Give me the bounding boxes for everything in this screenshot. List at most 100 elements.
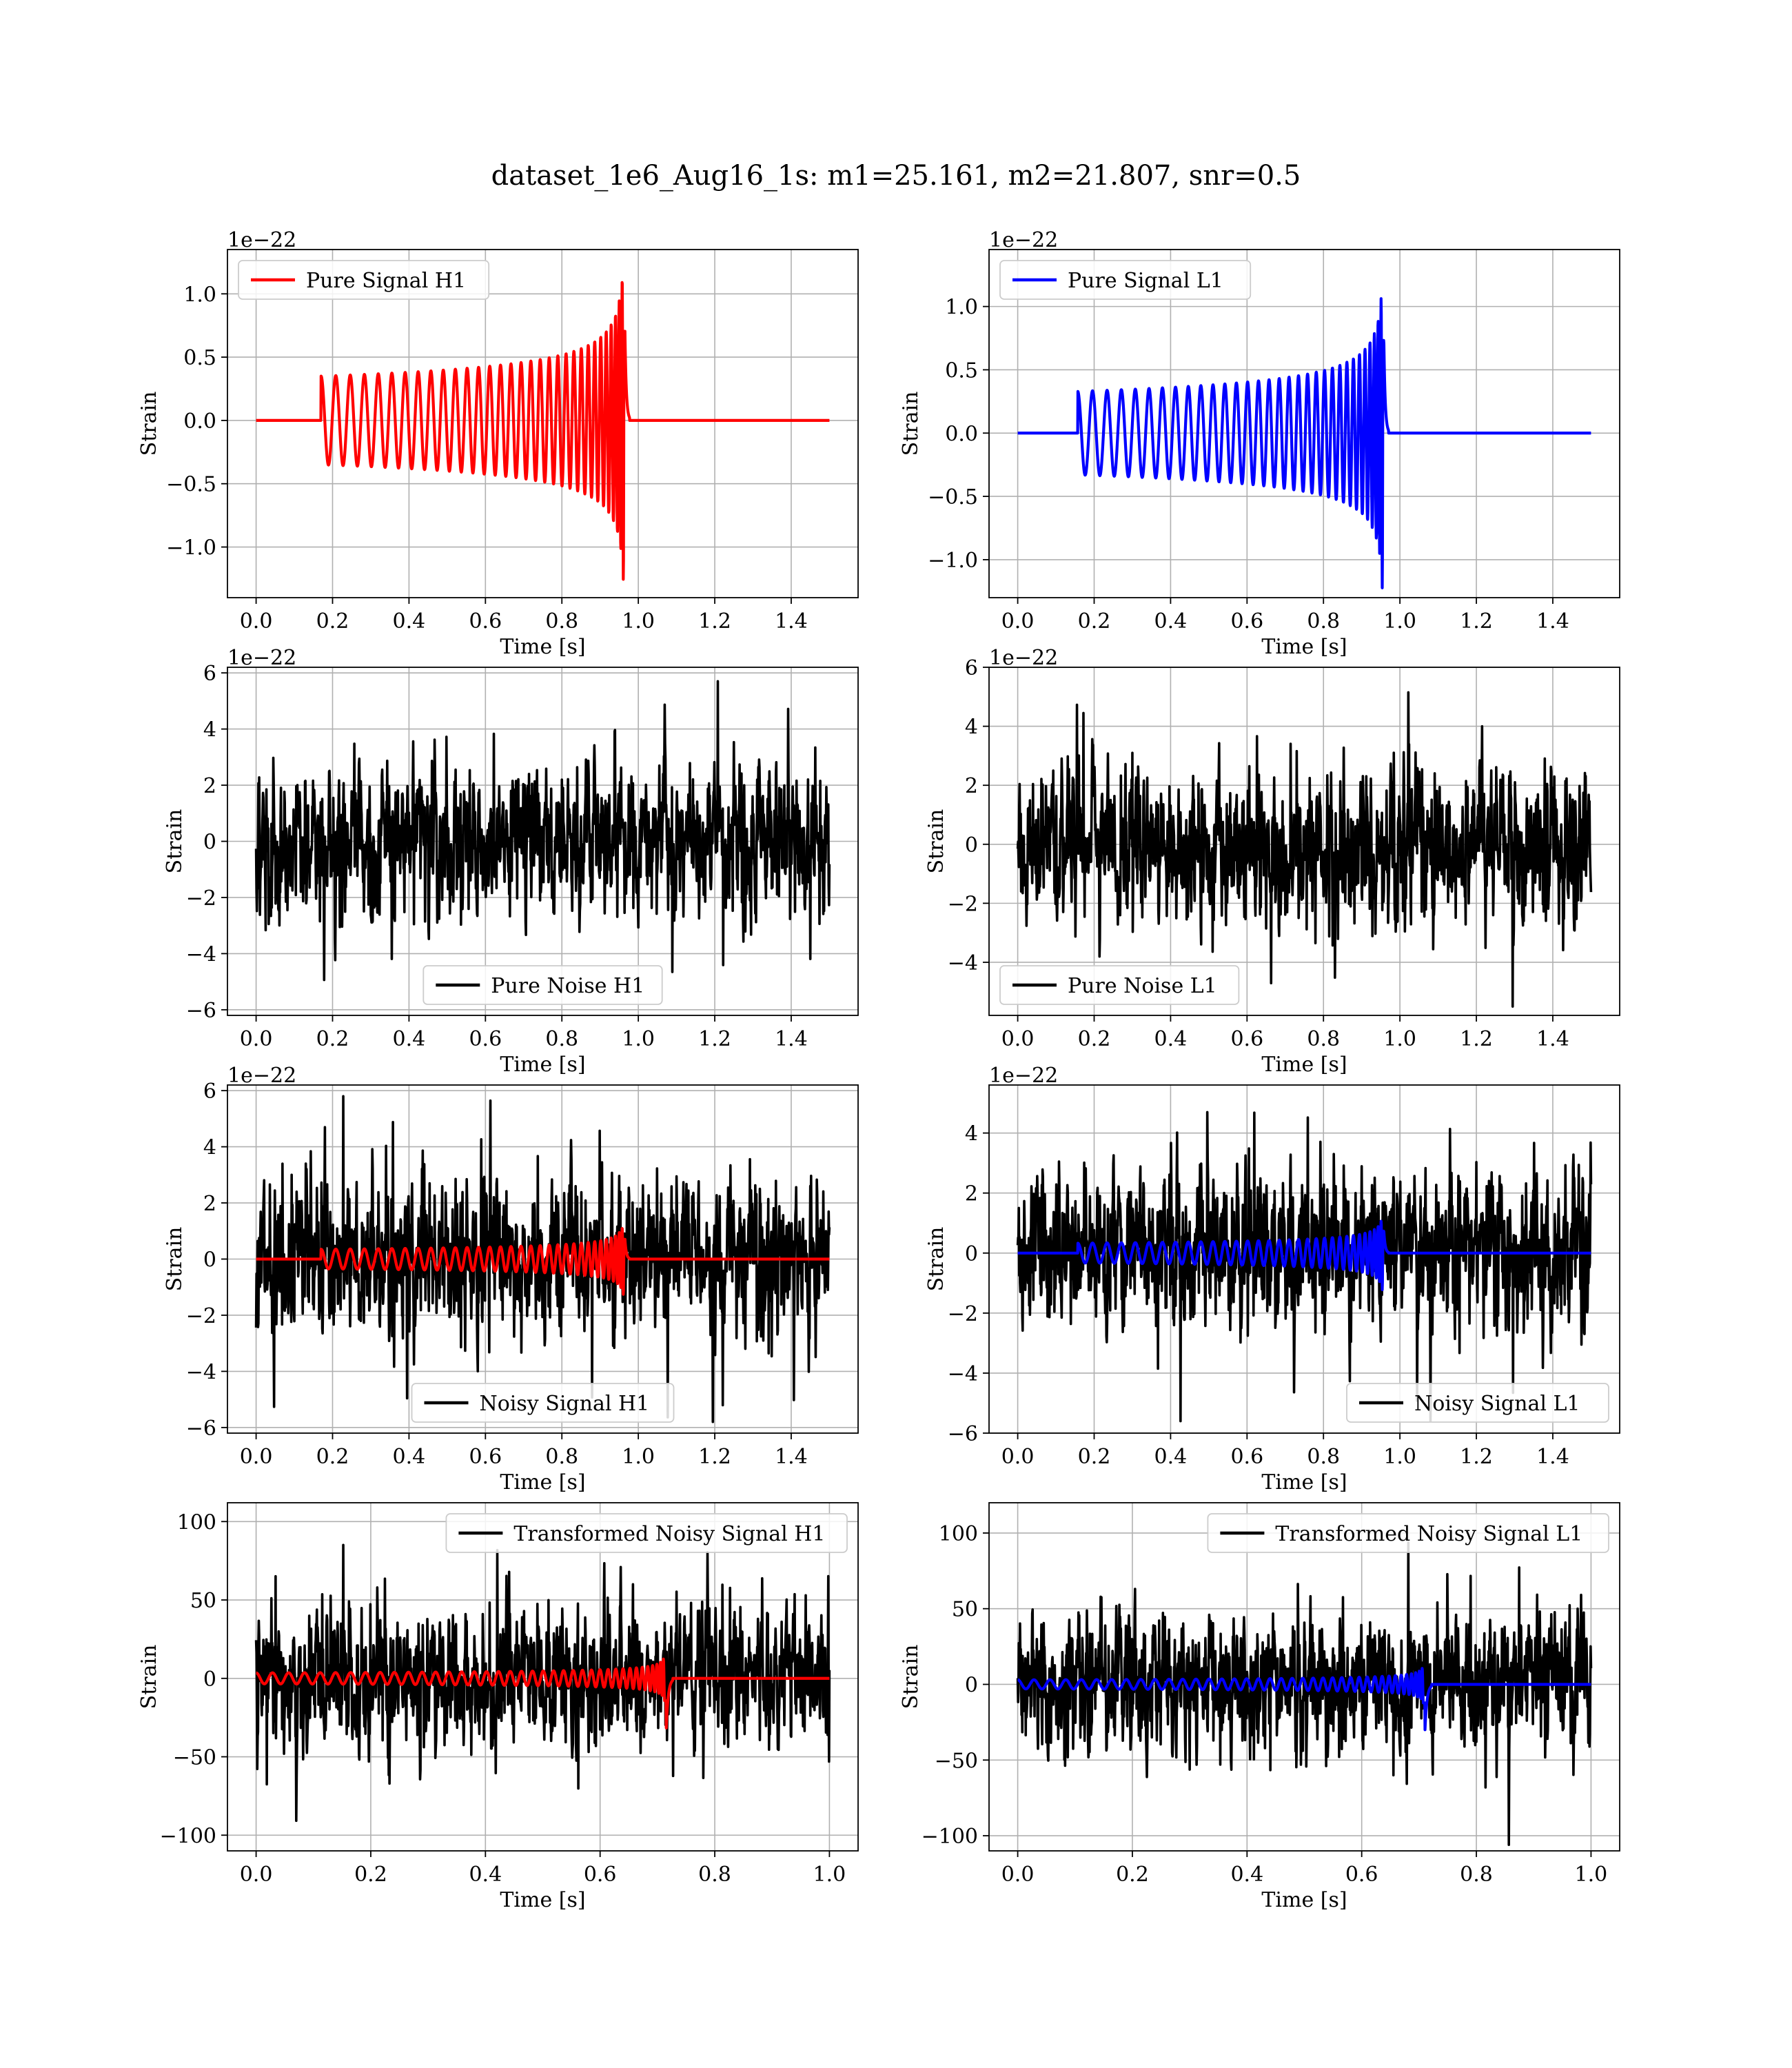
y-tick-label: 0.0 [183, 409, 216, 434]
axes-frame [227, 249, 859, 598]
x-tick-label: 0.2 [354, 1863, 387, 1887]
tick-marks [983, 1532, 1592, 1857]
y-tick-label: −4 [186, 1360, 216, 1384]
y-axis-label: Strain [163, 809, 187, 874]
legend: Pure Signal L1 [999, 260, 1252, 300]
y-tick-label: 6 [203, 1079, 216, 1104]
legend: Pure Noise L1 [999, 965, 1240, 1005]
axis-offset-text: 1e−22 [227, 228, 296, 252]
legend-box [411, 1383, 675, 1423]
figure-title: dataset_1e6_Aug16_1s: m1=25.161, m2=21.8… [491, 160, 1301, 192]
x-tick-label: 1.4 [775, 609, 808, 633]
x-tick-label: 0.4 [1154, 1027, 1188, 1051]
x-tick-label: 1.0 [1383, 1445, 1416, 1469]
series-line-noise [1016, 691, 1593, 1008]
y-tick-label: 50 [190, 1589, 216, 1613]
x-tick-label: 0.0 [1001, 609, 1035, 633]
y-tick-label: 100 [177, 1510, 216, 1534]
x-tick-label: 0.8 [1460, 1863, 1493, 1887]
x-tick-label: 1.2 [1460, 1445, 1493, 1469]
x-axis-label: Time [s] [1261, 1470, 1347, 1494]
subplot-grid: 0.0 0.2 0.4 0.6 0.8 1.0 1.2 1.4 −1.0 −0.5 0.0 0.5 1.… [137, 228, 1620, 1912]
tick-marks [983, 305, 1554, 604]
x-tick-label: 0.2 [1116, 1863, 1149, 1887]
y-tick-label: 4 [965, 1122, 978, 1146]
y-tick-label: 100 [939, 1522, 978, 1546]
x-tick-label: 0.2 [316, 609, 349, 633]
y-tick-label: 0.0 [945, 422, 978, 446]
x-axis-label: Time [s] [1261, 635, 1347, 659]
axis-offset-text: 1e−22 [989, 228, 1058, 252]
x-axis-label: Time [s] [1261, 1888, 1347, 1912]
y-tick-label: 0 [965, 833, 978, 858]
x-tick-label: 1.4 [775, 1445, 808, 1469]
y-axis-label: Strain [137, 1645, 161, 1710]
y-tick-label: 2 [203, 1192, 216, 1216]
y-tick-label: −100 [160, 1824, 216, 1848]
chart-noisy-signal-h1: 0.0 0.2 0.4 0.6 0.8 1.0 1.2 1.4 −6 −4 −2 0 2 4 6 Time [… [163, 1064, 859, 1494]
x-tick-label: 0.4 [393, 1027, 426, 1051]
x-axis-label: Time [s] [500, 1053, 585, 1077]
chart-pure-noise-h1: 0.0 0.2 0.4 0.6 0.8 1.0 1.2 1.4 −6 −4 −2 0 2 4 6 Time [… [163, 646, 859, 1077]
legend-label: Transformed Noisy Signal H1 [513, 1522, 825, 1546]
y-tick-label: −6 [948, 1422, 978, 1446]
x-tick-label: 0.4 [469, 1863, 502, 1887]
legend: Pure Signal H1 [238, 260, 490, 300]
y-axis-label: Strain [924, 809, 948, 874]
series-line-signal [254, 1227, 831, 1296]
x-tick-label: 0.8 [698, 1863, 731, 1887]
legend-label: Pure Signal L1 [1068, 269, 1223, 293]
axes-frame [988, 667, 1620, 1016]
x-tick-label: 0.0 [1001, 1027, 1035, 1051]
chart-pure-signal-l1: 0.0 0.2 0.4 0.6 0.8 1.0 1.2 1.4 −1.0 −0.5 0.0 0.5 1.… [899, 228, 1620, 659]
x-tick-label: 1.4 [1536, 1445, 1569, 1469]
x-tick-label: 1.0 [622, 1445, 655, 1469]
y-tick-label: 0 [203, 1667, 216, 1692]
series-group [1016, 691, 1593, 1008]
legend-box [445, 1513, 848, 1553]
x-tick-label: 0.0 [240, 1027, 273, 1051]
y-tick-label: −4 [186, 942, 216, 966]
y-tick-label: 1.0 [183, 283, 216, 307]
legend-label: Pure Noise H1 [491, 974, 644, 998]
axes-frame [988, 1084, 1620, 1434]
axes-frame [988, 249, 1620, 598]
x-tick-label: 0.0 [240, 1863, 273, 1887]
x-tick-label: 1.0 [1383, 609, 1416, 633]
legend-box [999, 965, 1240, 1005]
chart-pure-noise-l1: 0.0 0.2 0.4 0.6 0.8 1.0 1.2 1.4 −4 −2 0 2 4 6 Time [s]… [924, 646, 1620, 1077]
chart-noisy-signal-l1: 0.0 0.2 0.4 0.6 0.8 1.0 1.2 1.4 −6 −4 −2 0 2 4 Time [s… [924, 1064, 1620, 1494]
y-tick-label: −2 [948, 892, 978, 916]
legend-box [999, 260, 1252, 300]
y-tick-label: 2 [965, 774, 978, 798]
y-tick-label: 2 [203, 774, 216, 798]
series-line-signal [1016, 297, 1593, 589]
y-tick-label: −2 [186, 886, 216, 911]
series-line-noise [1016, 1541, 1593, 1847]
y-tick-label: 1.0 [945, 296, 978, 320]
series-line-signal [1016, 1667, 1593, 1732]
legend-label: Pure Noise L1 [1068, 974, 1217, 998]
x-tick-label: 0.0 [240, 609, 273, 633]
series-group [254, 281, 831, 581]
series-line-signal [254, 281, 831, 581]
x-tick-label: 0.4 [1154, 609, 1188, 633]
x-tick-label: 1.0 [1575, 1863, 1608, 1887]
legend-label: Pure Signal H1 [306, 269, 466, 293]
series-line-noise [254, 1095, 831, 1423]
y-tick-label: 4 [203, 1136, 216, 1160]
tick-marks [221, 1521, 831, 1857]
x-tick-label: 0.6 [1230, 1027, 1263, 1051]
y-tick-label: 0 [965, 1242, 978, 1266]
legend-label: Noisy Signal L1 [1414, 1392, 1580, 1416]
axes-frame [988, 1502, 1620, 1852]
x-axis-label: Time [s] [500, 1470, 585, 1494]
x-tick-label: 1.2 [698, 1445, 731, 1469]
x-tick-label: 0.4 [393, 1445, 426, 1469]
tick-marks [983, 667, 1554, 1022]
y-tick-label: −100 [922, 1825, 978, 1849]
x-tick-label: 0.8 [1307, 1027, 1340, 1051]
y-tick-label: 0 [203, 831, 216, 855]
x-tick-label: 0.6 [469, 1027, 502, 1051]
